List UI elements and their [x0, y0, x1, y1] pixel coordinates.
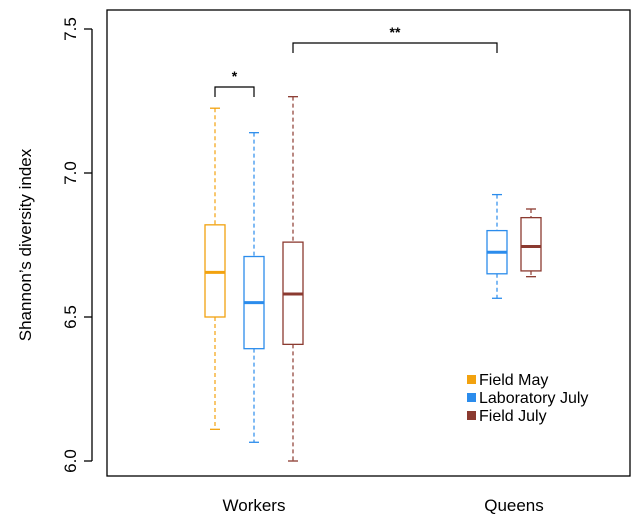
y-axis-title: Shannon’s diversity index [16, 148, 35, 341]
significance-brackets: *** [214, 24, 498, 97]
significance-label: * [232, 68, 238, 84]
x-group-label: Queens [484, 496, 544, 515]
legend-swatch [467, 411, 476, 420]
plot-frame [106, 9, 631, 477]
bracket-line [214, 86, 255, 97]
bracket-line [292, 42, 498, 53]
box-workers-laboratory-july [243, 132, 265, 443]
y-tick-label: 7.5 [61, 17, 80, 41]
x-group-label: Workers [223, 496, 286, 515]
legend-swatch [467, 375, 476, 384]
box-queens-laboratory-july [486, 193, 508, 299]
legend-swatch [467, 393, 476, 402]
box-workers-field-may [204, 107, 226, 430]
iqr-box [520, 216, 542, 272]
box-queens-field-july [520, 208, 542, 278]
significance-bracket: * [214, 68, 255, 97]
legend-label: Field May [479, 372, 548, 389]
significance-bracket: ** [292, 24, 498, 53]
y-tick-label: 6.0 [61, 449, 80, 473]
legend-label: Laboratory July [479, 390, 588, 407]
y-tick-label: 6.5 [61, 305, 80, 329]
legend-label: Field July [479, 408, 547, 425]
box-series [204, 96, 542, 462]
y-axis: 6.0 6.5 7.0 7.5 [61, 17, 93, 473]
y-tick-label: 7.0 [61, 161, 80, 185]
significance-label: ** [390, 24, 401, 40]
x-axis-group-labels: Workers Queens [223, 496, 544, 515]
box-workers-field-july [282, 96, 304, 462]
